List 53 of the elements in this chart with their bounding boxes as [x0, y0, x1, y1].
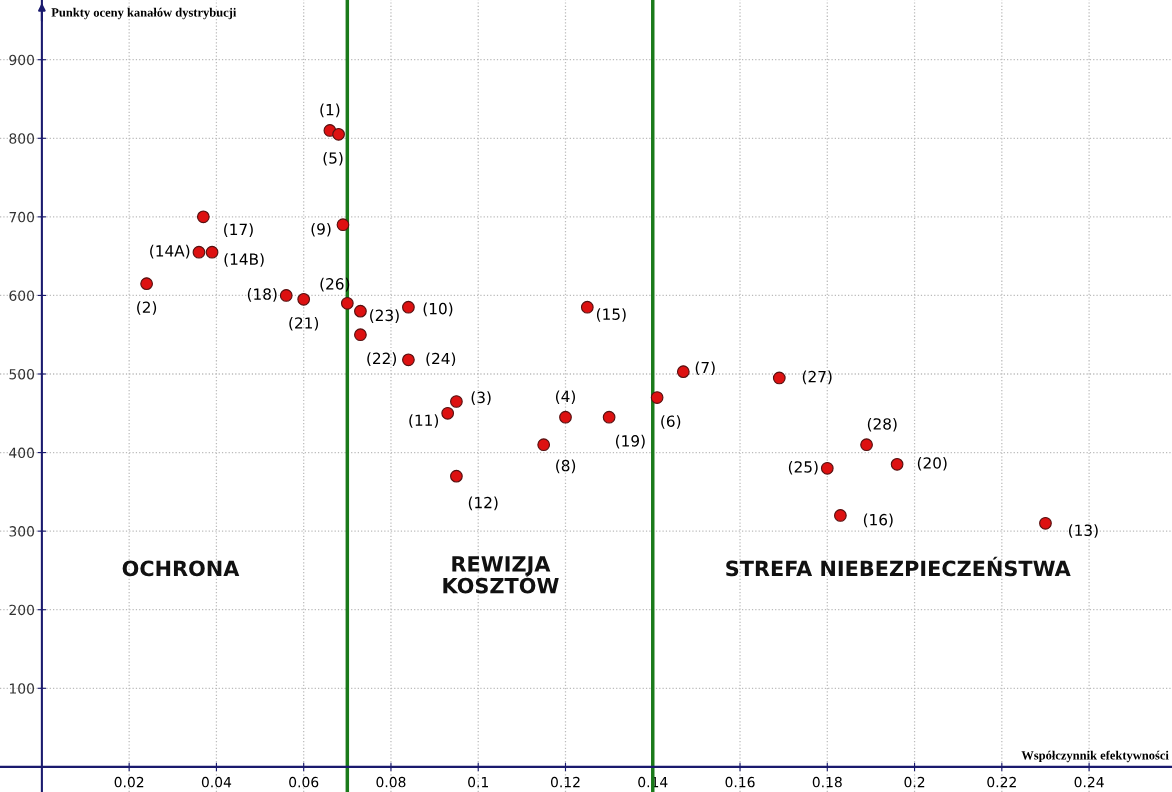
annotation: (21) — [289, 316, 319, 331]
x-axis-title: Współczynnik efektywności — [1021, 750, 1169, 763]
annotation: (10) — [423, 302, 453, 317]
annotation: (24) — [426, 352, 456, 367]
y-tick-label: 100 — [9, 683, 35, 694]
annotation: (20) — [917, 456, 947, 471]
annotation: (2) — [137, 301, 157, 315]
annotation: (5) — [323, 151, 343, 166]
annotation: (9) — [311, 222, 331, 237]
x-tick-label: 0.22 — [987, 776, 1016, 788]
annotation: (7) — [695, 361, 715, 376]
annotation: (8) — [556, 459, 576, 474]
y-tick-label: 200 — [9, 604, 35, 616]
annotation: (3) — [471, 391, 491, 405]
y-axis-title: Punkty oceny kanałów dystrybucji — [51, 7, 237, 20]
annotation: (4) — [555, 390, 575, 404]
annotation: (12) — [468, 496, 498, 511]
annotation: (28) — [867, 417, 897, 432]
x-tick-label: 0.02 — [114, 776, 144, 788]
x-tick-label: 0.12 — [550, 776, 580, 788]
x-tick-label: 0.04 — [201, 776, 232, 788]
annotation: (19) — [615, 434, 645, 449]
annotation: (23) — [370, 309, 399, 323]
y-tick-label: 700 — [9, 211, 35, 223]
annotation: (18) — [247, 288, 277, 302]
x-tick-label: 0.1 — [468, 776, 488, 788]
x-tick-label: 0.2 — [904, 776, 925, 788]
y-tick-label: 500 — [9, 368, 35, 380]
annotation: (15) — [596, 308, 626, 322]
annotation: OCHRONA — [122, 560, 240, 577]
annotation: (11) — [409, 414, 439, 428]
annotation: (6) — [661, 415, 681, 429]
annotation: REWIZJA KOSZTÓW — [443, 556, 559, 594]
y-tick-label: 800 — [9, 133, 35, 144]
annotation: STREFA NIEBEZPIECZEŃSTWA — [726, 556, 1071, 577]
annotation: (17) — [224, 223, 253, 237]
x-tick-label: 0.16 — [725, 776, 755, 788]
y-tick-label: 600 — [9, 290, 35, 301]
y-tick-label: 300 — [9, 526, 35, 537]
x-tick-label: 0.18 — [812, 776, 842, 788]
y-tick-label: 400 — [9, 447, 35, 459]
annotation: (13) — [1069, 524, 1098, 538]
annotation: (16) — [863, 513, 893, 528]
x-tick-label: 0.08 — [376, 776, 406, 788]
x-tick-label: 0.06 — [289, 776, 319, 788]
y-tick-label: 900 — [9, 54, 35, 66]
annotation: (14B) — [224, 253, 264, 267]
annotation: (1) — [320, 103, 340, 118]
annotation: (14A) — [150, 244, 190, 259]
annotation: (27) — [802, 370, 832, 385]
annotation: (25) — [788, 460, 818, 475]
annotation: (22) — [367, 352, 397, 366]
x-tick-label: 0.24 — [1074, 776, 1104, 788]
